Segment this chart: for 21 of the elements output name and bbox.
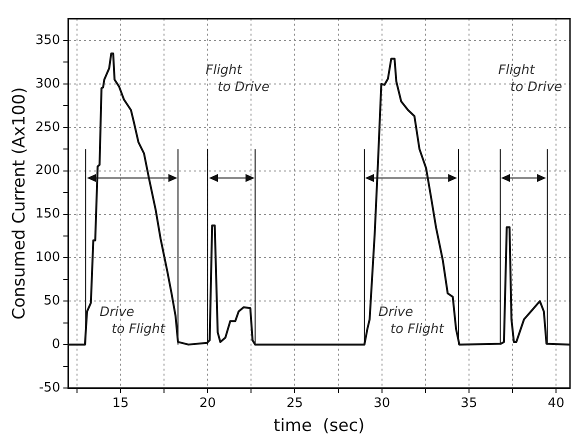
y-tick-label: 100 (35, 250, 60, 266)
x-tick-label: 15 (112, 396, 129, 412)
y-tick-label: -50 (38, 380, 60, 396)
x-tick-label: 35 (460, 396, 478, 412)
y-tick-label: 50 (44, 294, 60, 309)
y-tick-label: 250 (35, 120, 60, 135)
annotation: Flight to Drive (498, 63, 562, 96)
y-tick-label: 350 (35, 32, 60, 48)
annotation: Flight to Drive (206, 63, 270, 96)
y-tick-label: 0 (52, 336, 60, 352)
annotation: Drive to Flight (100, 304, 166, 337)
annotation: Drive to Flight (378, 304, 445, 337)
x-tick-label: 40 (548, 396, 564, 412)
x-tick-label: 30 (374, 396, 390, 412)
y-tick-label: 150 (35, 206, 60, 222)
x-tick-label: 25 (286, 396, 303, 412)
x-axis-title: time (sec) (274, 416, 365, 436)
y-tick-label: 200 (35, 163, 60, 178)
y-axis-title: Consumed Current (Ax100) (10, 87, 30, 320)
y-tick-label: 300 (35, 76, 60, 92)
x-tick-label: 20 (199, 396, 216, 412)
